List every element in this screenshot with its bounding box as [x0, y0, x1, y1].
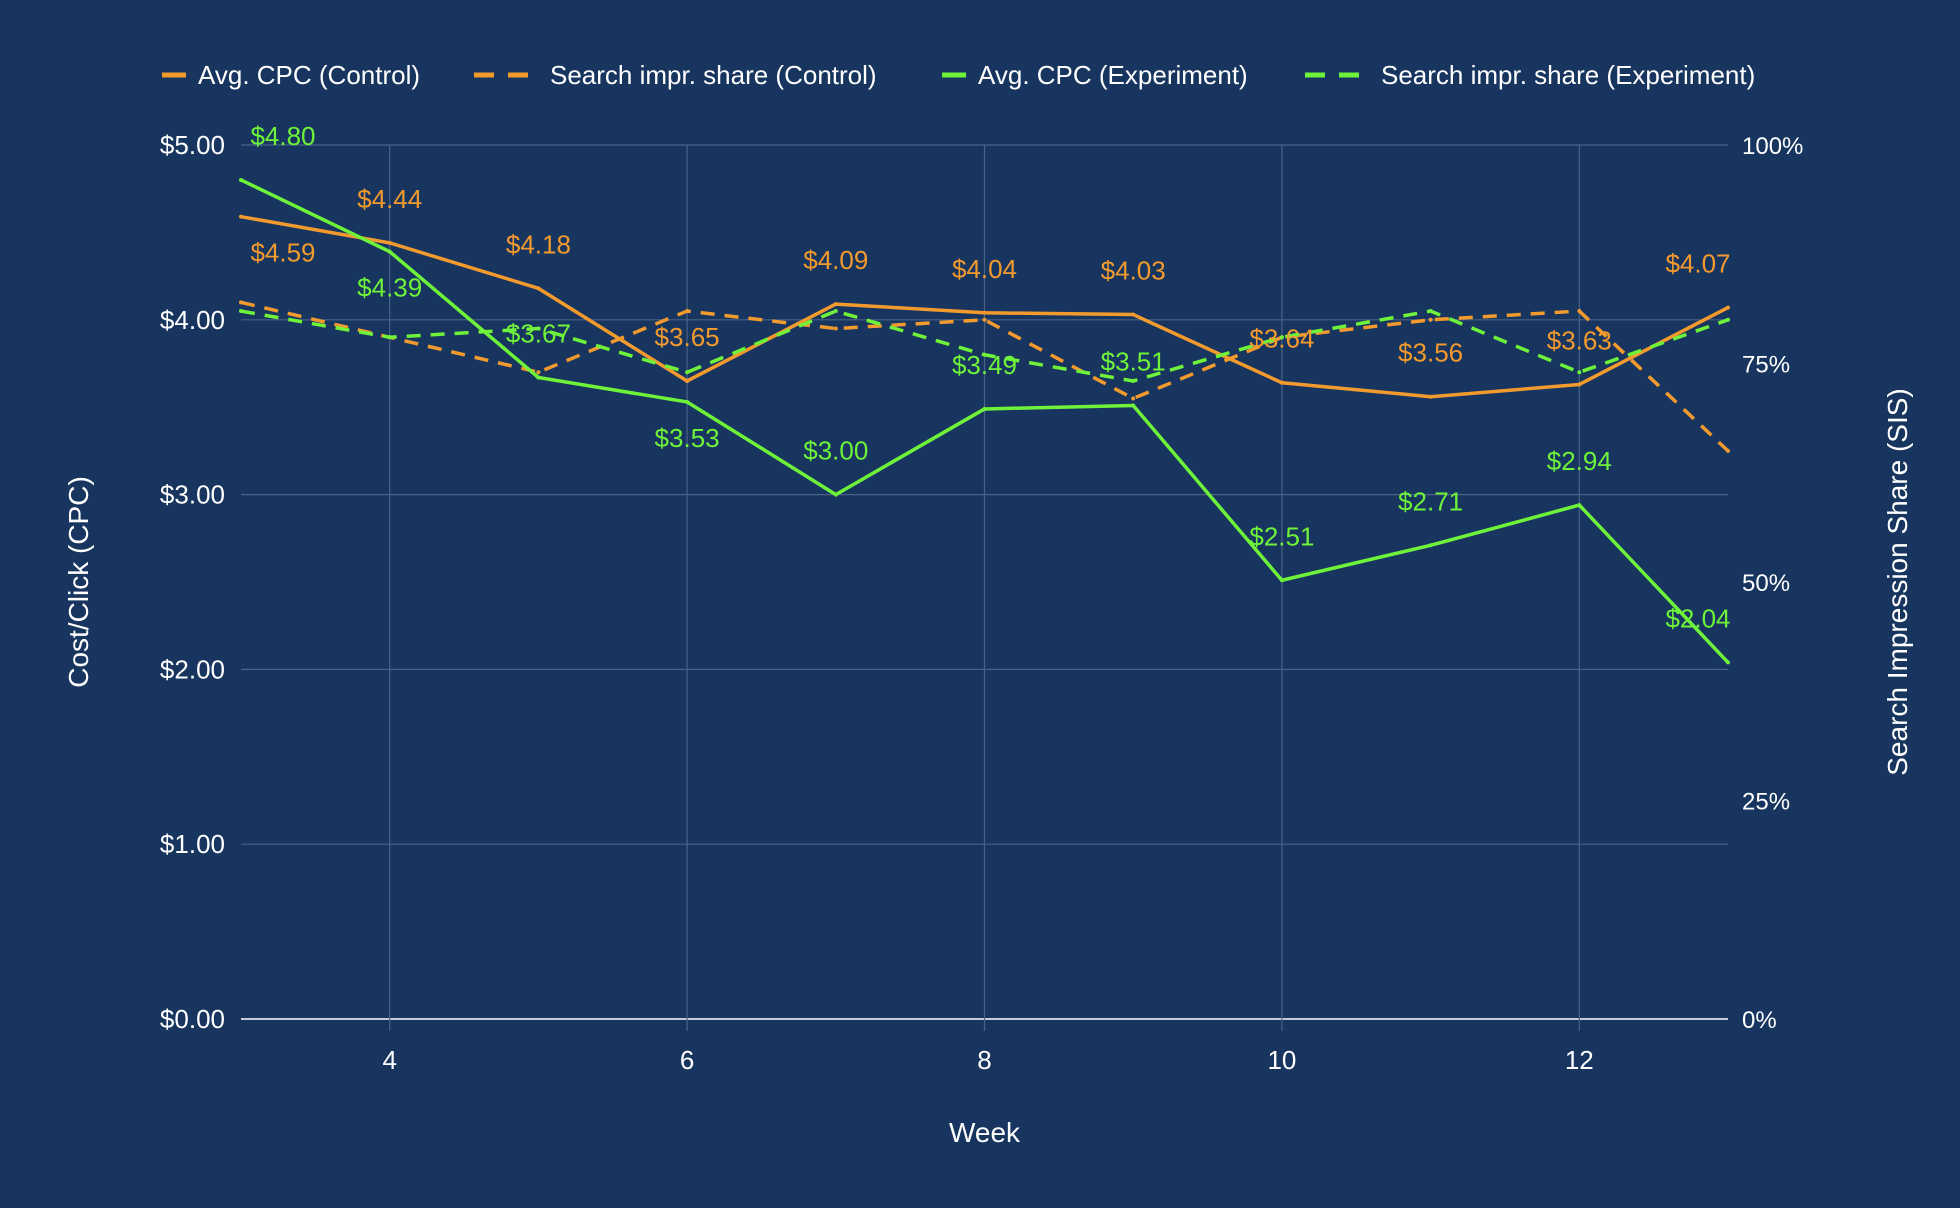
y-tick-label: $3.00: [160, 480, 225, 510]
data-point: [1726, 317, 1730, 322]
x-axis-title: Week: [949, 1117, 1021, 1148]
data-point: [239, 214, 243, 219]
data-point: [536, 375, 541, 380]
data-point: [1726, 660, 1730, 665]
data-point: [685, 370, 690, 375]
x-tick-label: 10: [1267, 1045, 1296, 1075]
data-label: $2.94: [1547, 446, 1612, 476]
y-tick-label: $4.00: [160, 305, 225, 335]
data-point: [982, 317, 987, 322]
data-point: [685, 309, 690, 314]
y2-tick-label: 50%: [1742, 570, 1790, 597]
data-point: [239, 300, 243, 305]
data-label: $3.49: [952, 350, 1017, 380]
data-point: [1726, 305, 1730, 310]
data-point: [1428, 543, 1433, 548]
data-point: [536, 286, 541, 291]
legend-label: Avg. CPC (Experiment): [978, 60, 1248, 90]
y-tick-label: $2.00: [160, 654, 225, 684]
data-point: [1577, 503, 1582, 508]
data-label: $3.56: [1398, 338, 1463, 368]
data-point: [982, 406, 987, 411]
data-label: $3.53: [655, 423, 720, 453]
data-label: $3.64: [1249, 324, 1314, 354]
data-label: $4.44: [357, 184, 422, 214]
data-point: [1577, 382, 1582, 387]
y2-axis-title: Search Impression Share (SIS): [1882, 388, 1913, 776]
data-label: $3.00: [803, 436, 868, 466]
x-tick-label: 12: [1565, 1045, 1594, 1075]
x-tick-label: 8: [977, 1045, 991, 1075]
data-point: [387, 249, 392, 254]
data-label: $4.07: [1665, 249, 1730, 279]
data-label: $4.04: [952, 254, 1017, 284]
data-point: [387, 240, 392, 245]
y-tick-label: $1.00: [160, 829, 225, 859]
data-label: $4.03: [1101, 256, 1166, 286]
data-point: [685, 399, 690, 404]
data-point: [1279, 335, 1284, 340]
data-point: [1577, 370, 1582, 375]
y-tick-label: $5.00: [160, 130, 225, 160]
data-point: [685, 378, 690, 383]
data-point: [982, 352, 987, 357]
y2-tick-label: 100%: [1742, 133, 1803, 160]
data-label: $3.67: [506, 318, 571, 348]
data-point: [1131, 378, 1136, 383]
data-point: [387, 335, 392, 340]
data-point: [536, 370, 541, 375]
data-point: [239, 309, 243, 314]
data-point: [833, 492, 838, 497]
data-point: [833, 326, 838, 331]
y2-tick-label: 0%: [1742, 1007, 1777, 1034]
data-label: $3.65: [655, 322, 720, 352]
data-label: $2.04: [1665, 603, 1730, 633]
x-tick-label: 6: [680, 1045, 694, 1075]
data-label: $2.71: [1398, 486, 1463, 516]
data-point: [1279, 578, 1284, 583]
data-label: $4.80: [250, 121, 315, 151]
y-tick-label: $0.00: [160, 1004, 225, 1034]
data-point: [1428, 394, 1433, 399]
y-axis-title: Cost/Click (CPC): [63, 476, 94, 688]
data-label: $3.51: [1101, 346, 1166, 376]
legend-label: Avg. CPC (Control): [198, 60, 420, 90]
data-point: [239, 177, 243, 182]
data-point: [1726, 448, 1730, 453]
data-point: [833, 309, 838, 314]
data-label: $4.18: [506, 229, 571, 259]
data-point: [1428, 309, 1433, 314]
data-point: [1279, 380, 1284, 385]
data-point: [1131, 403, 1136, 408]
data-point: [1577, 309, 1582, 314]
data-label: $4.09: [803, 245, 868, 275]
data-label: $4.59: [250, 238, 315, 268]
x-tick-label: 4: [382, 1045, 396, 1075]
legend-label: Search impr. share (Experiment): [1381, 60, 1755, 90]
data-point: [982, 310, 987, 315]
y2-tick-label: 25%: [1742, 789, 1790, 816]
data-point: [833, 302, 838, 307]
data-label: $3.63: [1547, 325, 1612, 355]
data-point: [1131, 312, 1136, 317]
legend-label: Search impr. share (Control): [550, 60, 877, 90]
data-label: $4.39: [357, 273, 422, 303]
data-label: $2.51: [1249, 521, 1314, 551]
data-point: [1131, 396, 1136, 401]
data-point: [1428, 317, 1433, 322]
data-point: [536, 326, 541, 331]
y2-tick-label: 75%: [1742, 352, 1790, 379]
